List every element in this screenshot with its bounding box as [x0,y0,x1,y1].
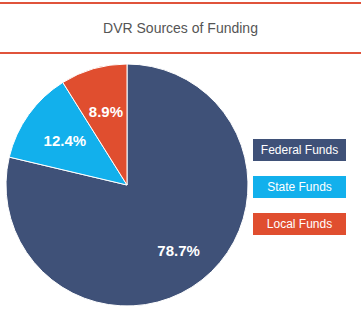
svg-text:78.7%: 78.7% [157,242,200,259]
svg-text:12.4%: 12.4% [44,132,87,149]
html-text:DVR Sources of Funding: DVR Sources of Funding [103,20,258,36]
svg-text:Local Funds: Local Funds [267,217,332,231]
svg-text:State Funds: State Funds [267,180,332,194]
svg-text:Federal Funds: Federal Funds [261,143,338,157]
svg-text:8.9%: 8.9% [89,103,123,120]
